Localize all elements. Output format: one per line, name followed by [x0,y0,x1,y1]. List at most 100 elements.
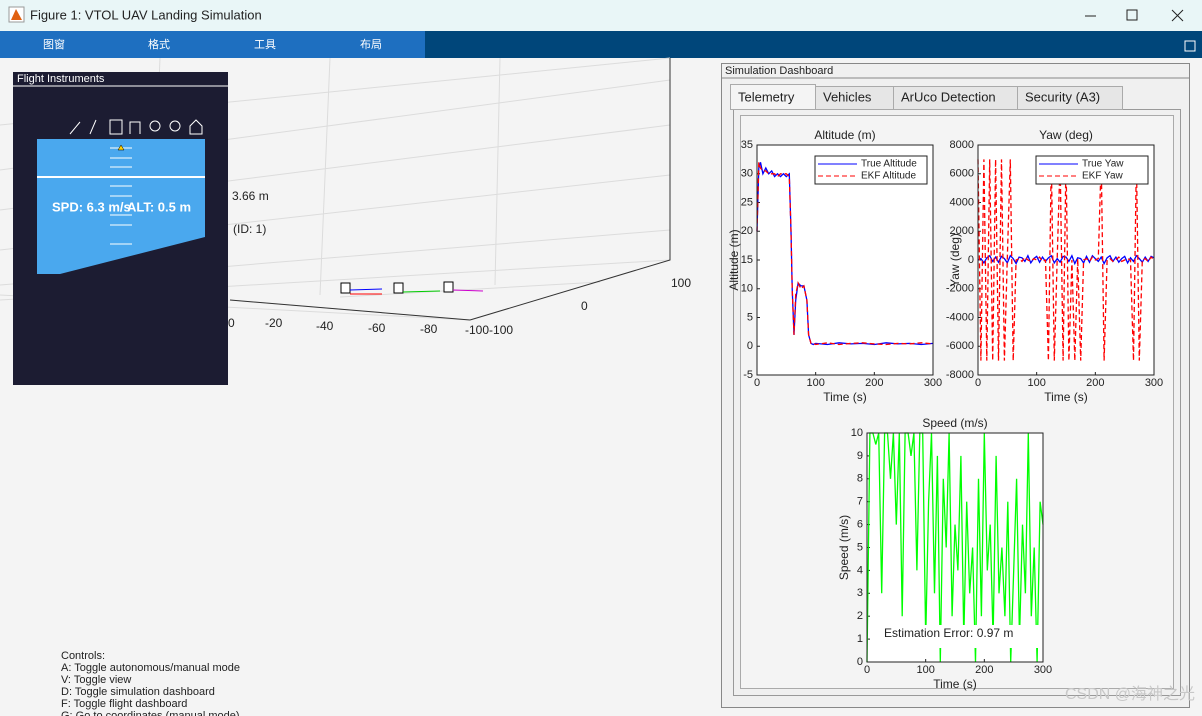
scene-axis [229,299,471,321]
axes-frame [756,144,934,376]
tab[interactable] [1017,86,1123,110]
y-tick-label: 6 [857,519,863,531]
x-tick-label: 200 [975,664,993,676]
y-tick-label: 5 [747,311,753,323]
control-hint: Controls: [61,650,105,662]
y-tick-label: 1 [857,633,863,645]
y-tick-label: 10 [851,427,863,439]
axes-frame [866,432,1044,663]
control-hint: F: Toggle flight dashboard [61,698,187,710]
axis-label: -60 [368,321,386,335]
y-tick-label: 8 [857,473,863,485]
id-label: (ID: 1) [233,222,266,236]
y-tick-label: 7 [857,496,863,508]
x-axis-label: Time (s) [933,677,977,691]
y-axis-label: Altitude (m) [727,229,741,290]
y-tick-label: -4000 [946,311,974,323]
legend-box [1035,155,1149,185]
axes-toolbar[interactable] [69,119,203,135]
close-button[interactable] [1171,9,1184,22]
axes-frame [977,144,1155,376]
y-tick-label: 35 [741,139,753,151]
legend-label: EKF Yaw [1082,171,1124,182]
x-tick-label: 100 [1027,377,1045,389]
uav-markers [340,281,484,295]
axis-label: -100-100 [465,323,513,337]
y-tick-label: -5 [743,369,753,381]
chart-title: Yaw (deg) [1039,128,1093,142]
x-tick-label: 300 [1034,664,1052,676]
axis-label: 100 [671,276,691,290]
tab-label: Telemetry [738,89,795,104]
y-tick-label: 5 [857,541,863,553]
axis-label: -80 [420,322,438,336]
chart-title: Altitude (m) [814,128,875,142]
legend-label: True Yaw [1082,159,1124,170]
data-line [756,162,934,346]
y-tick-label: 30 [741,168,753,180]
tab-label: Security (A3) [1025,89,1100,104]
y-tick-label: 4000 [950,196,974,208]
y-tick-label: 20 [741,225,753,237]
menu-item[interactable]: 布局 [360,38,382,51]
y-tick-label: 0 [968,254,974,266]
legend-label: True Altitude [861,159,917,170]
y-tick-label: 4 [857,564,863,576]
x-axis-label: Time (s) [1044,390,1088,404]
y-tick-label: 6000 [950,168,974,180]
y-tick-label: 3 [857,587,863,599]
control-hint: G: Go to coordinates (manual mode) [61,710,240,716]
watermark: CSDN @海神之光 [1065,685,1195,703]
menu-item[interactable]: 图窗 [43,37,65,51]
x-tick-label: 100 [806,377,824,389]
y-tick-label: 0 [857,656,863,668]
y-tick-label: 25 [741,196,753,208]
distance-label: 3.66 m [232,189,269,203]
title-bar [0,0,1202,31]
x-tick-label: 100 [916,664,934,676]
x-tick-label: 0 [864,664,870,676]
maximize-button[interactable] [1126,9,1138,21]
axis-label: 0 [228,316,235,330]
axis-label: -20 [265,316,283,330]
y-axis-label: Speed (m/s) [837,515,851,580]
y-tick-label: -6000 [946,340,974,352]
annotation-box [880,625,1042,648]
x-tick-label: 0 [975,377,981,389]
y-tick-label: 8000 [950,139,974,151]
speed-readout: SPD: 6.3 m/s [52,199,131,214]
control-hint: A: Toggle autonomous/manual mode [61,662,240,674]
y-tick-label: -8000 [946,369,974,381]
panel-title: Flight Instruments [17,73,105,85]
x-tick-label: 300 [924,377,942,389]
menu-item[interactable]: 工具 [254,38,276,51]
menu-strip [0,31,425,58]
y-tick-label: 0 [747,340,753,352]
menu-item[interactable]: 格式 [148,37,170,51]
tab-label: ArUco Detection [901,89,996,104]
x-axis-label: Time (s) [823,390,867,404]
control-hint: V: Toggle view [61,674,131,686]
tab[interactable] [730,84,816,110]
y-axis-label: Yaw (deg) [948,233,962,287]
axis-label: 0 [581,299,588,313]
data-line [866,432,1044,663]
y-tick-label: 10 [741,283,753,295]
annotation: Estimation Error: 0.97 m [884,626,1013,640]
tab-label: Vehicles [823,89,872,104]
x-tick-label: 300 [1145,377,1163,389]
x-tick-label: 200 [865,377,883,389]
undock-button[interactable] [1184,40,1196,52]
legend-box [814,155,928,185]
x-tick-label: 200 [1086,377,1104,389]
y-tick-label: 15 [741,254,753,266]
heading-marker [117,144,125,151]
chart-title: Speed (m/s) [922,416,987,430]
legend-label: EKF Altitude [861,171,916,182]
attitude-display [37,139,205,274]
app-icon-glyph [11,9,22,20]
scene-axis [469,58,671,321]
y-tick-label: 9 [857,450,863,462]
plot-area [867,433,1043,662]
